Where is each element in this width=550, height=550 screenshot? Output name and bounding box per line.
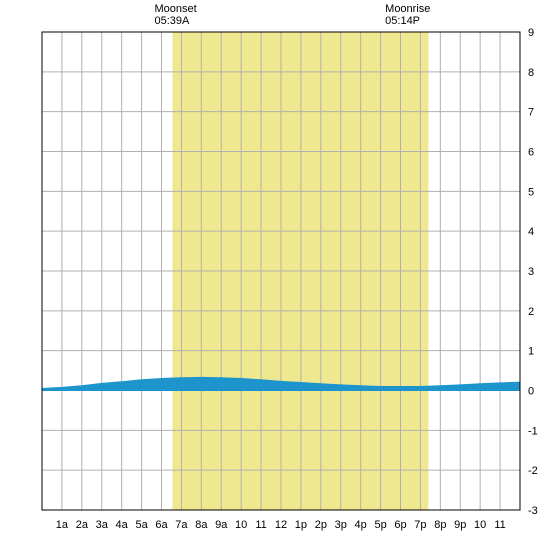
y-tick-label: 3 xyxy=(528,266,534,278)
x-tick-label: 6a xyxy=(155,519,168,531)
x-tick-label: 7a xyxy=(175,519,188,531)
x-tick-label: 4p xyxy=(355,519,367,531)
y-tick-label: 8 xyxy=(528,67,534,79)
moonset_time: 05:39A xyxy=(155,15,191,27)
y-tick-label: 0 xyxy=(528,386,534,398)
x-tick-label: 5p xyxy=(374,519,386,531)
x-tick-label: 5a xyxy=(135,519,148,531)
y-tick-label: -2 xyxy=(528,465,538,477)
y-tick-label: 5 xyxy=(528,186,534,198)
x-tick-label: 10 xyxy=(474,519,486,531)
moonset_title: Moonset xyxy=(155,3,197,15)
x-tick-label: 2p xyxy=(315,519,327,531)
x-tick-label: 1a xyxy=(56,519,69,531)
y-tick-label: 6 xyxy=(528,147,534,159)
y-tick-label: 9 xyxy=(528,27,534,39)
x-tick-label: 8p xyxy=(434,519,446,531)
x-tick-label: 12 xyxy=(275,519,287,531)
x-tick-label: 4a xyxy=(116,519,129,531)
x-tick-label: 10 xyxy=(235,519,247,531)
y-tick-label: -3 xyxy=(528,505,538,517)
x-tick-label: 3p xyxy=(335,519,347,531)
x-tick-label: 9a xyxy=(215,519,228,531)
y-tick-label: -1 xyxy=(528,425,538,437)
moonrise_title: Moonrise xyxy=(385,3,430,15)
y-tick-label: 4 xyxy=(528,226,534,238)
chart-svg: -3-2-101234567891a2a3a4a5a6a7a8a9a101112… xyxy=(0,0,550,550)
tide-chart: -3-2-101234567891a2a3a4a5a6a7a8a9a101112… xyxy=(0,0,550,550)
y-tick-label: 1 xyxy=(528,346,534,358)
x-tick-label: 11 xyxy=(494,519,505,531)
moonrise_time: 05:14P xyxy=(385,15,420,27)
x-tick-label: 8a xyxy=(195,519,208,531)
y-tick-label: 7 xyxy=(528,107,534,119)
x-tick-label: 11 xyxy=(255,519,266,531)
x-tick-label: 9p xyxy=(454,519,466,531)
y-tick-label: 2 xyxy=(528,306,534,318)
x-tick-label: 7p xyxy=(414,519,426,531)
x-tick-label: 2a xyxy=(76,519,89,531)
x-tick-label: 6p xyxy=(394,519,406,531)
x-tick-label: 1p xyxy=(295,519,307,531)
x-tick-label: 3a xyxy=(96,519,109,531)
